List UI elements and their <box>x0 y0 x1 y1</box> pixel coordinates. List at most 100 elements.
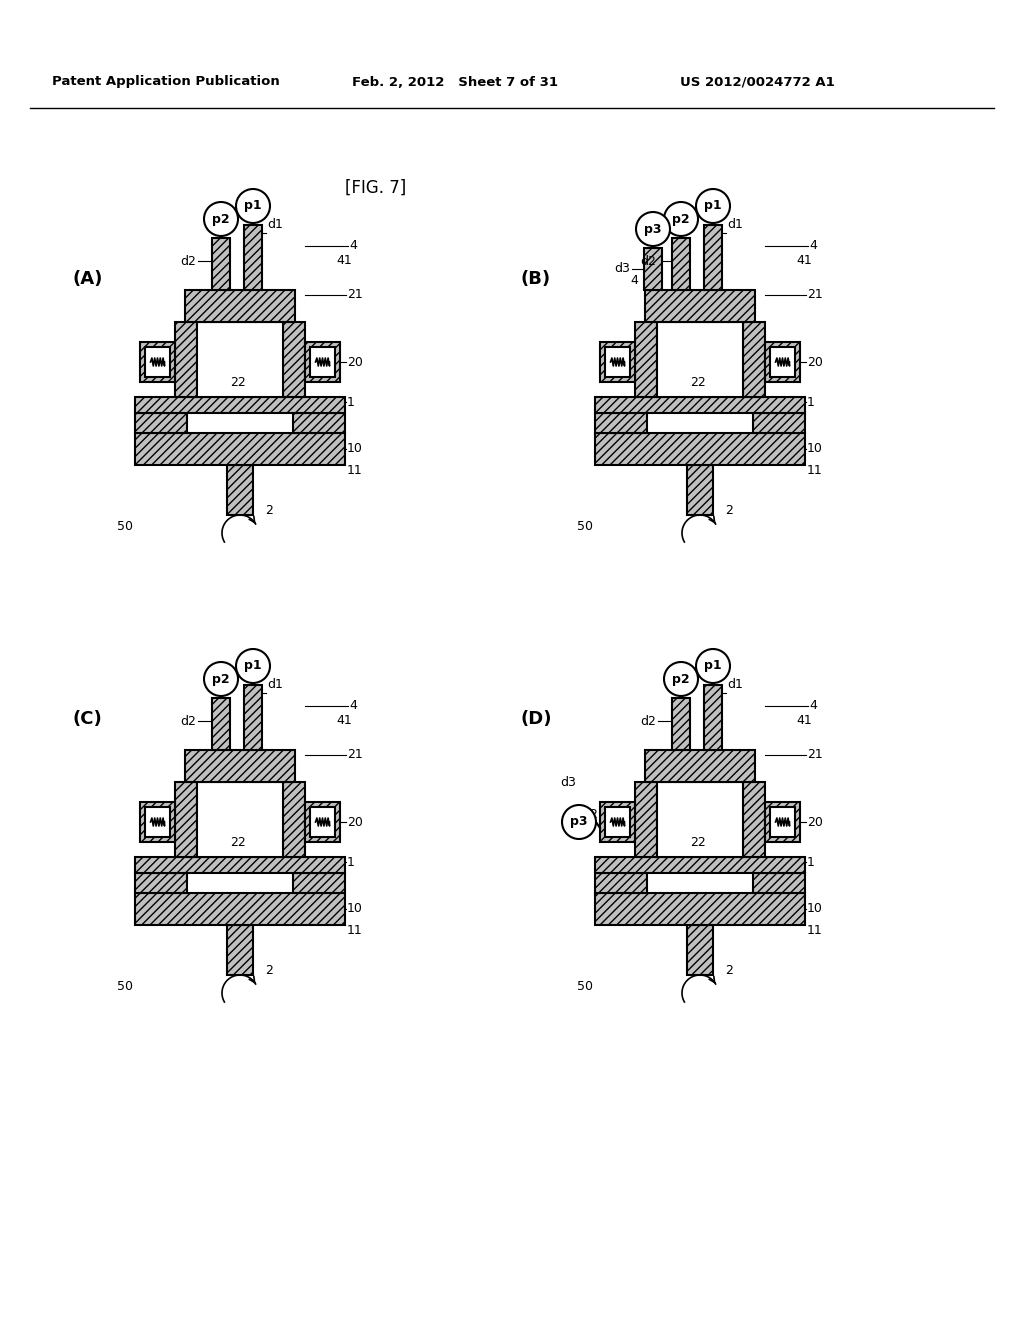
Text: (C): (C) <box>72 710 101 729</box>
Bar <box>140 803 175 842</box>
Bar <box>765 803 800 842</box>
Text: 50: 50 <box>577 520 593 533</box>
Bar <box>197 322 283 397</box>
Bar <box>765 342 800 381</box>
Text: 4: 4 <box>349 239 357 252</box>
Text: 4: 4 <box>630 273 638 286</box>
Text: 11: 11 <box>807 463 822 477</box>
Text: p3: p3 <box>644 223 662 235</box>
Text: 11: 11 <box>807 924 822 936</box>
Bar <box>645 750 755 781</box>
Bar <box>140 342 175 381</box>
Text: 1: 1 <box>347 396 355 408</box>
Bar <box>605 807 630 837</box>
Bar <box>605 347 630 378</box>
Bar <box>212 698 230 750</box>
Circle shape <box>664 202 698 236</box>
Bar <box>135 413 187 433</box>
Bar <box>293 413 345 433</box>
Bar <box>135 397 345 413</box>
Text: [FIG. 7]: [FIG. 7] <box>345 180 407 197</box>
Bar <box>175 781 197 857</box>
Text: 50: 50 <box>577 981 593 994</box>
Bar <box>687 925 713 975</box>
Text: d1: d1 <box>727 218 742 231</box>
Text: 1: 1 <box>807 396 815 408</box>
Text: 41: 41 <box>336 253 352 267</box>
Bar <box>770 347 795 378</box>
Bar <box>227 465 253 515</box>
Bar <box>135 894 345 925</box>
Text: d2: d2 <box>180 715 196 727</box>
Text: 10: 10 <box>347 903 362 916</box>
Text: 50: 50 <box>117 520 133 533</box>
Text: 22: 22 <box>230 376 246 389</box>
Text: p2: p2 <box>212 213 229 226</box>
Text: 22: 22 <box>690 836 706 849</box>
Bar <box>305 803 340 842</box>
Bar <box>227 925 253 975</box>
Text: d1: d1 <box>267 218 283 231</box>
Text: d1: d1 <box>267 678 283 690</box>
Bar <box>244 685 262 750</box>
Bar <box>595 397 805 413</box>
Text: 10: 10 <box>347 442 362 455</box>
Bar <box>600 342 635 381</box>
Bar <box>135 857 345 873</box>
Text: 21: 21 <box>807 748 822 762</box>
Bar <box>595 894 805 925</box>
Circle shape <box>696 649 730 682</box>
Text: p1: p1 <box>705 660 722 672</box>
Bar <box>212 238 230 290</box>
Text: 50: 50 <box>117 981 133 994</box>
Bar <box>753 873 805 894</box>
Text: 20: 20 <box>807 355 823 368</box>
Text: d2: d2 <box>640 255 656 268</box>
Bar <box>283 322 305 397</box>
Text: 21: 21 <box>807 289 822 301</box>
Text: (D): (D) <box>520 710 552 729</box>
Text: 20: 20 <box>347 816 362 829</box>
Text: 21: 21 <box>347 289 362 301</box>
Bar <box>743 781 765 857</box>
Text: 4: 4 <box>349 700 357 711</box>
Text: 4: 4 <box>809 239 817 252</box>
Bar <box>135 873 187 894</box>
Bar <box>645 290 755 322</box>
Text: p1: p1 <box>244 660 262 672</box>
Bar <box>145 347 170 378</box>
Text: d3: d3 <box>560 776 575 788</box>
Text: d2: d2 <box>640 715 656 727</box>
Circle shape <box>696 189 730 223</box>
Text: 10: 10 <box>807 442 823 455</box>
Bar <box>185 750 295 781</box>
Bar <box>657 781 743 857</box>
Text: d3: d3 <box>614 263 630 276</box>
Text: 20: 20 <box>347 355 362 368</box>
Text: 41: 41 <box>796 714 812 727</box>
Bar <box>283 781 305 857</box>
Bar <box>197 781 283 857</box>
Bar <box>595 873 647 894</box>
Text: Feb. 2, 2012   Sheet 7 of 31: Feb. 2, 2012 Sheet 7 of 31 <box>352 75 558 88</box>
Bar <box>635 781 657 857</box>
Bar <box>310 347 335 378</box>
Bar <box>595 857 805 873</box>
Bar <box>770 807 795 837</box>
Bar <box>595 413 647 433</box>
Bar <box>672 698 690 750</box>
Text: 1: 1 <box>347 855 355 869</box>
Text: p2: p2 <box>672 213 690 226</box>
Bar <box>644 248 662 290</box>
Bar <box>753 413 805 433</box>
Bar <box>743 322 765 397</box>
Bar <box>145 807 170 837</box>
Text: 2: 2 <box>265 503 272 516</box>
Text: 21: 21 <box>347 748 362 762</box>
Bar <box>595 433 805 465</box>
Text: US 2012/0024772 A1: US 2012/0024772 A1 <box>680 75 835 88</box>
Text: 20: 20 <box>807 816 823 829</box>
Text: p2: p2 <box>212 672 229 685</box>
Text: d2: d2 <box>180 255 196 268</box>
Circle shape <box>664 663 698 696</box>
